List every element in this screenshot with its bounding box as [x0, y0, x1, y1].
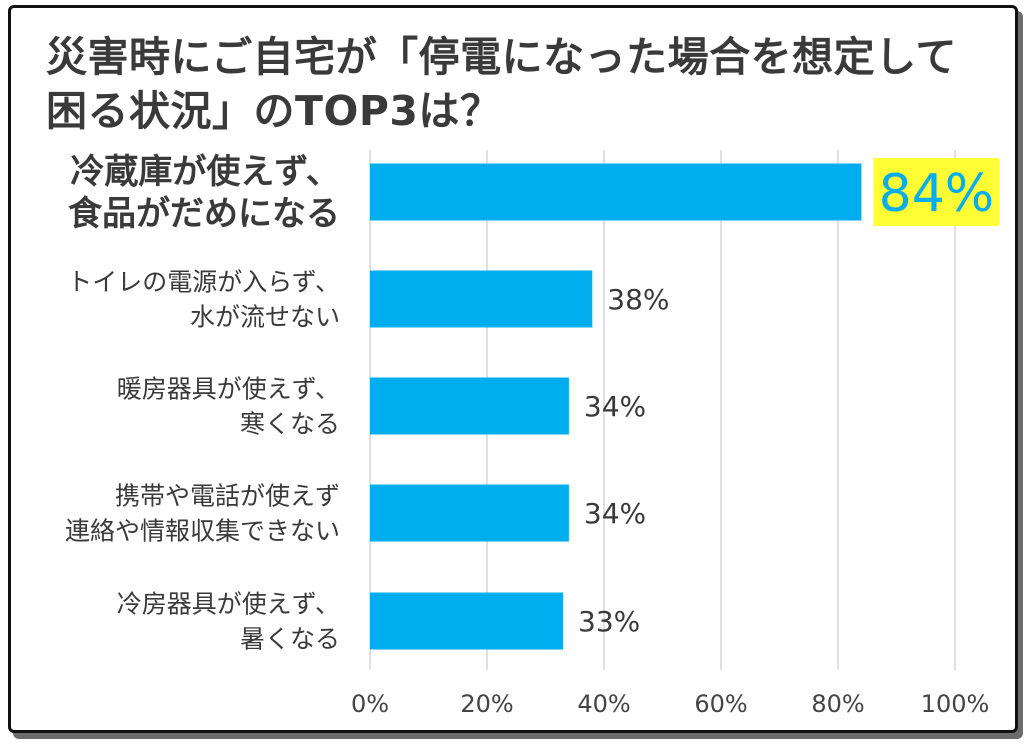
bar-1: [370, 163, 862, 221]
bar-3: [370, 377, 569, 435]
bars: [370, 163, 862, 650]
value-label-highlight-bg: [873, 158, 1000, 226]
category-label-1-line-2: 食品がだめになる: [68, 194, 340, 234]
value-label-4: 34%: [584, 497, 646, 530]
value-label-3: 34%: [584, 390, 646, 423]
tick-label-20: 20%: [460, 690, 513, 718]
chart-title-line-2: 困る状況」のTOP3は？: [46, 87, 502, 135]
labels: 0% 20% 40% 60% 80% 100% 84% 冷蔵庫が使えず、食品がだめになる 38%…: [65, 152, 1000, 718]
value-label-1: 84%: [879, 164, 995, 224]
chart-title-line-1: 災害時にご自宅が「停電になった場合を想定して: [46, 33, 957, 81]
category-label-1-line-1: 冷蔵庫が使えず、: [70, 152, 340, 192]
value-label-2: 38%: [607, 283, 669, 316]
chart-title: 災害時にご自宅が「停電になった場合を想定して 困る状況」のTOP3は？: [46, 30, 966, 138]
bar-2: [370, 270, 593, 328]
category-label-5-line-2: 暑くなる: [240, 625, 340, 654]
tick-label-40: 40%: [577, 690, 630, 718]
bar-4: [370, 484, 569, 542]
category-label-3-line-2: 寒くなる: [240, 410, 340, 439]
category-label-3-line-1: 暖房器具が使えず、: [117, 375, 340, 404]
tick-label-100: 100%: [921, 690, 990, 718]
category-label-2-line-1: トイレの電源が入らず、: [67, 268, 340, 297]
category-label-5-line-1: 冷房器具が使えず、: [117, 590, 340, 619]
category-label-4-line-1: 携帯や電話が使えず: [115, 482, 340, 511]
tick-label-60: 60%: [694, 690, 747, 718]
value-label-5: 33%: [578, 605, 640, 638]
tick-label-0: 0%: [351, 690, 389, 718]
tick-label-80: 80%: [811, 690, 864, 718]
category-label-2-line-2: 水が流せない: [190, 303, 340, 332]
category-label-4-line-2: 連絡や情報収集できない: [65, 517, 340, 546]
bar-5: [370, 592, 564, 650]
